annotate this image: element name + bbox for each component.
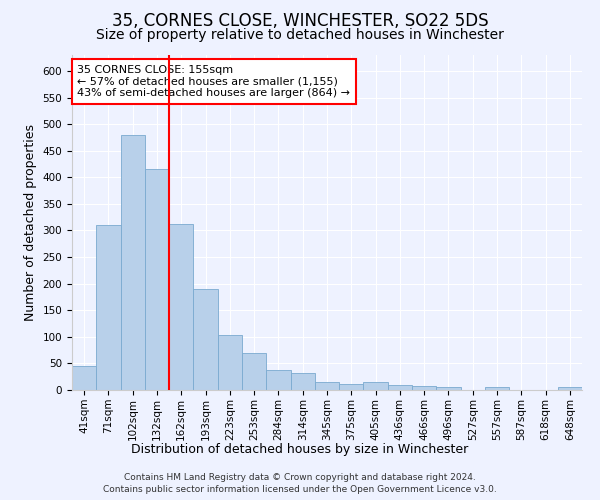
Bar bbox=[193, 289, 218, 390]
Bar bbox=[242, 353, 266, 390]
Bar bbox=[412, 386, 436, 390]
Bar bbox=[218, 335, 242, 390]
Text: 35, CORNES CLOSE, WINCHESTER, SO22 5DS: 35, CORNES CLOSE, WINCHESTER, SO22 5DS bbox=[112, 12, 488, 30]
Bar bbox=[388, 384, 412, 390]
Y-axis label: Number of detached properties: Number of detached properties bbox=[24, 124, 37, 321]
Text: Distribution of detached houses by size in Winchester: Distribution of detached houses by size … bbox=[131, 442, 469, 456]
Bar bbox=[485, 388, 509, 390]
Bar bbox=[364, 382, 388, 390]
Text: 35 CORNES CLOSE: 155sqm
← 57% of detached houses are smaller (1,155)
43% of semi: 35 CORNES CLOSE: 155sqm ← 57% of detache… bbox=[77, 65, 350, 98]
Bar bbox=[72, 366, 96, 390]
Bar bbox=[266, 370, 290, 390]
Text: Contains HM Land Registry data © Crown copyright and database right 2024.: Contains HM Land Registry data © Crown c… bbox=[124, 472, 476, 482]
Bar bbox=[315, 382, 339, 390]
Bar bbox=[558, 388, 582, 390]
Text: Size of property relative to detached houses in Winchester: Size of property relative to detached ho… bbox=[96, 28, 504, 42]
Bar bbox=[145, 170, 169, 390]
Bar bbox=[169, 224, 193, 390]
Bar bbox=[121, 135, 145, 390]
Bar bbox=[436, 388, 461, 390]
Bar bbox=[339, 384, 364, 390]
Bar bbox=[96, 224, 121, 390]
Text: Contains public sector information licensed under the Open Government Licence v3: Contains public sector information licen… bbox=[103, 485, 497, 494]
Bar bbox=[290, 373, 315, 390]
